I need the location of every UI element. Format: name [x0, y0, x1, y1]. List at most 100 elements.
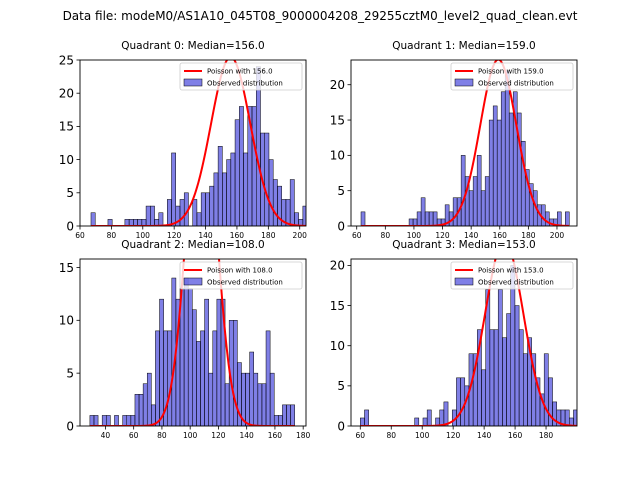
y-tick-label: 20 — [59, 87, 74, 101]
histogram-bar — [360, 211, 366, 226]
histogram-bar — [89, 415, 95, 426]
y-tick-label: 10 — [59, 314, 74, 328]
x-tick-label: 60 — [129, 431, 139, 440]
histogram-bar — [155, 330, 160, 426]
poisson-curve — [360, 60, 570, 226]
y-tick-label: 5 — [337, 184, 345, 198]
histogram-bar — [286, 404, 291, 426]
legend-curve-label: Poisson with 159.0 — [478, 68, 544, 76]
histogram-bar — [510, 265, 516, 426]
histogram-bar — [565, 211, 570, 226]
legend-bars-label: Observed distribution — [478, 279, 554, 287]
histogram-bars — [360, 265, 577, 426]
histogram-bar — [416, 211, 422, 226]
histogram-bar — [364, 409, 369, 426]
plot-frame — [350, 59, 578, 227]
histogram-bar — [289, 179, 295, 226]
quadrant-0-chart: Quadrant 0: Median=156.060 80 100 120 140 160… — [59, 40, 307, 240]
histogram-bar — [443, 401, 449, 426]
x-tick-label: 180 — [521, 231, 536, 240]
histogram-bar — [282, 404, 287, 426]
histogram-bar — [543, 353, 549, 426]
histogram-bar — [146, 372, 152, 426]
histogram-bar — [290, 404, 295, 426]
histogram-bar — [253, 372, 259, 426]
x-tick-label: 200 — [550, 231, 565, 240]
histogram-bar — [261, 383, 267, 426]
histogram-bar — [249, 351, 254, 426]
y-tick-label: 10 — [330, 339, 345, 353]
histogram-bar — [179, 199, 185, 226]
histogram-bar — [209, 185, 215, 226]
histogram-bar — [145, 205, 151, 226]
histogram-bar — [213, 172, 219, 226]
histogram-bar — [408, 218, 414, 226]
histogram-bar — [468, 190, 474, 226]
histogram-bar — [142, 383, 148, 426]
histogram-bar — [302, 205, 306, 226]
histogram-bar — [439, 409, 445, 426]
x-tick-label: 80 — [381, 231, 391, 240]
histogram-bar — [230, 152, 236, 226]
x-tick-label: 160 — [508, 431, 523, 440]
y-tick-label: 15 — [330, 113, 345, 127]
histogram-bar — [171, 152, 176, 226]
histogram-bar — [216, 298, 222, 426]
histogram-bar — [360, 417, 365, 426]
y-tick-label: 15 — [59, 261, 74, 275]
histogram-bar — [497, 289, 503, 426]
plot-frame — [79, 258, 307, 427]
legend-bars-label: Observed distribution — [478, 80, 554, 88]
histogram-bar — [200, 192, 206, 226]
histogram-bar — [414, 417, 420, 426]
histogram-bar — [514, 305, 520, 426]
histogram-bar — [452, 197, 458, 226]
legend: Poisson with 156.0 Observed distribution — [179, 62, 303, 91]
legend-curve-label: Poisson with 108.0 — [207, 267, 273, 275]
quadrant-panels: Quadrant 0: Median=156.060 80 100 120 140 160… — [59, 40, 578, 440]
histogram-bar — [234, 119, 240, 226]
histogram-bar — [273, 415, 279, 426]
histogram-bar — [196, 212, 202, 226]
quadrant-1-title: Quadrant 1: Median=159.0 — [392, 40, 535, 52]
histogram-bar — [481, 369, 486, 426]
histogram-bar — [183, 277, 189, 426]
histogram-bar — [484, 176, 490, 226]
x-tick-label: 100 — [183, 431, 198, 440]
histogram-bar — [424, 211, 430, 226]
histogram-bar — [422, 417, 428, 426]
histogram-bar — [150, 205, 155, 226]
histogram-bar — [204, 298, 209, 426]
histogram-bar — [557, 211, 562, 226]
histogram-bars — [90, 66, 306, 226]
histogram-bar — [187, 288, 193, 426]
legend: Poisson with 159.0 Observed distribution — [450, 62, 574, 91]
histogram-bar — [239, 106, 244, 226]
histogram-bar — [217, 146, 223, 226]
histogram-bar — [222, 172, 227, 226]
y-tick-label: 15 — [59, 120, 74, 134]
legend-curve-label: Poisson with 153.0 — [478, 267, 544, 275]
histogram-bar — [472, 176, 478, 226]
y-tick-label: 15 — [330, 299, 345, 313]
histogram-bar — [122, 415, 128, 426]
histogram-bar — [460, 155, 466, 226]
histogram-bar — [126, 415, 132, 426]
histogram-bar — [480, 190, 486, 226]
histogram-bar — [245, 372, 250, 426]
histogram-bar — [93, 415, 99, 426]
histogram-bar — [432, 211, 438, 226]
histogram-bar — [224, 383, 230, 426]
histogram-bar — [167, 199, 172, 226]
quadrant-3-chart: Quadrant 3: Median=153.060 80 100 120 140 160… — [330, 239, 578, 440]
x-tick-label: 60 — [352, 231, 362, 240]
x-tick-label: 140 — [198, 231, 213, 240]
quadrant-3-title: Quadrant 3: Median=153.0 — [392, 239, 535, 251]
histogram-bar — [506, 313, 511, 426]
histogram-bar — [504, 70, 510, 226]
histogram-bar — [167, 330, 173, 426]
figure-title: Data file: modeM0/AS1A10_045T08_90000042… — [63, 9, 578, 23]
histogram-bar — [114, 415, 119, 426]
y-tick-label: 0 — [66, 419, 74, 433]
legend-box — [450, 62, 574, 91]
